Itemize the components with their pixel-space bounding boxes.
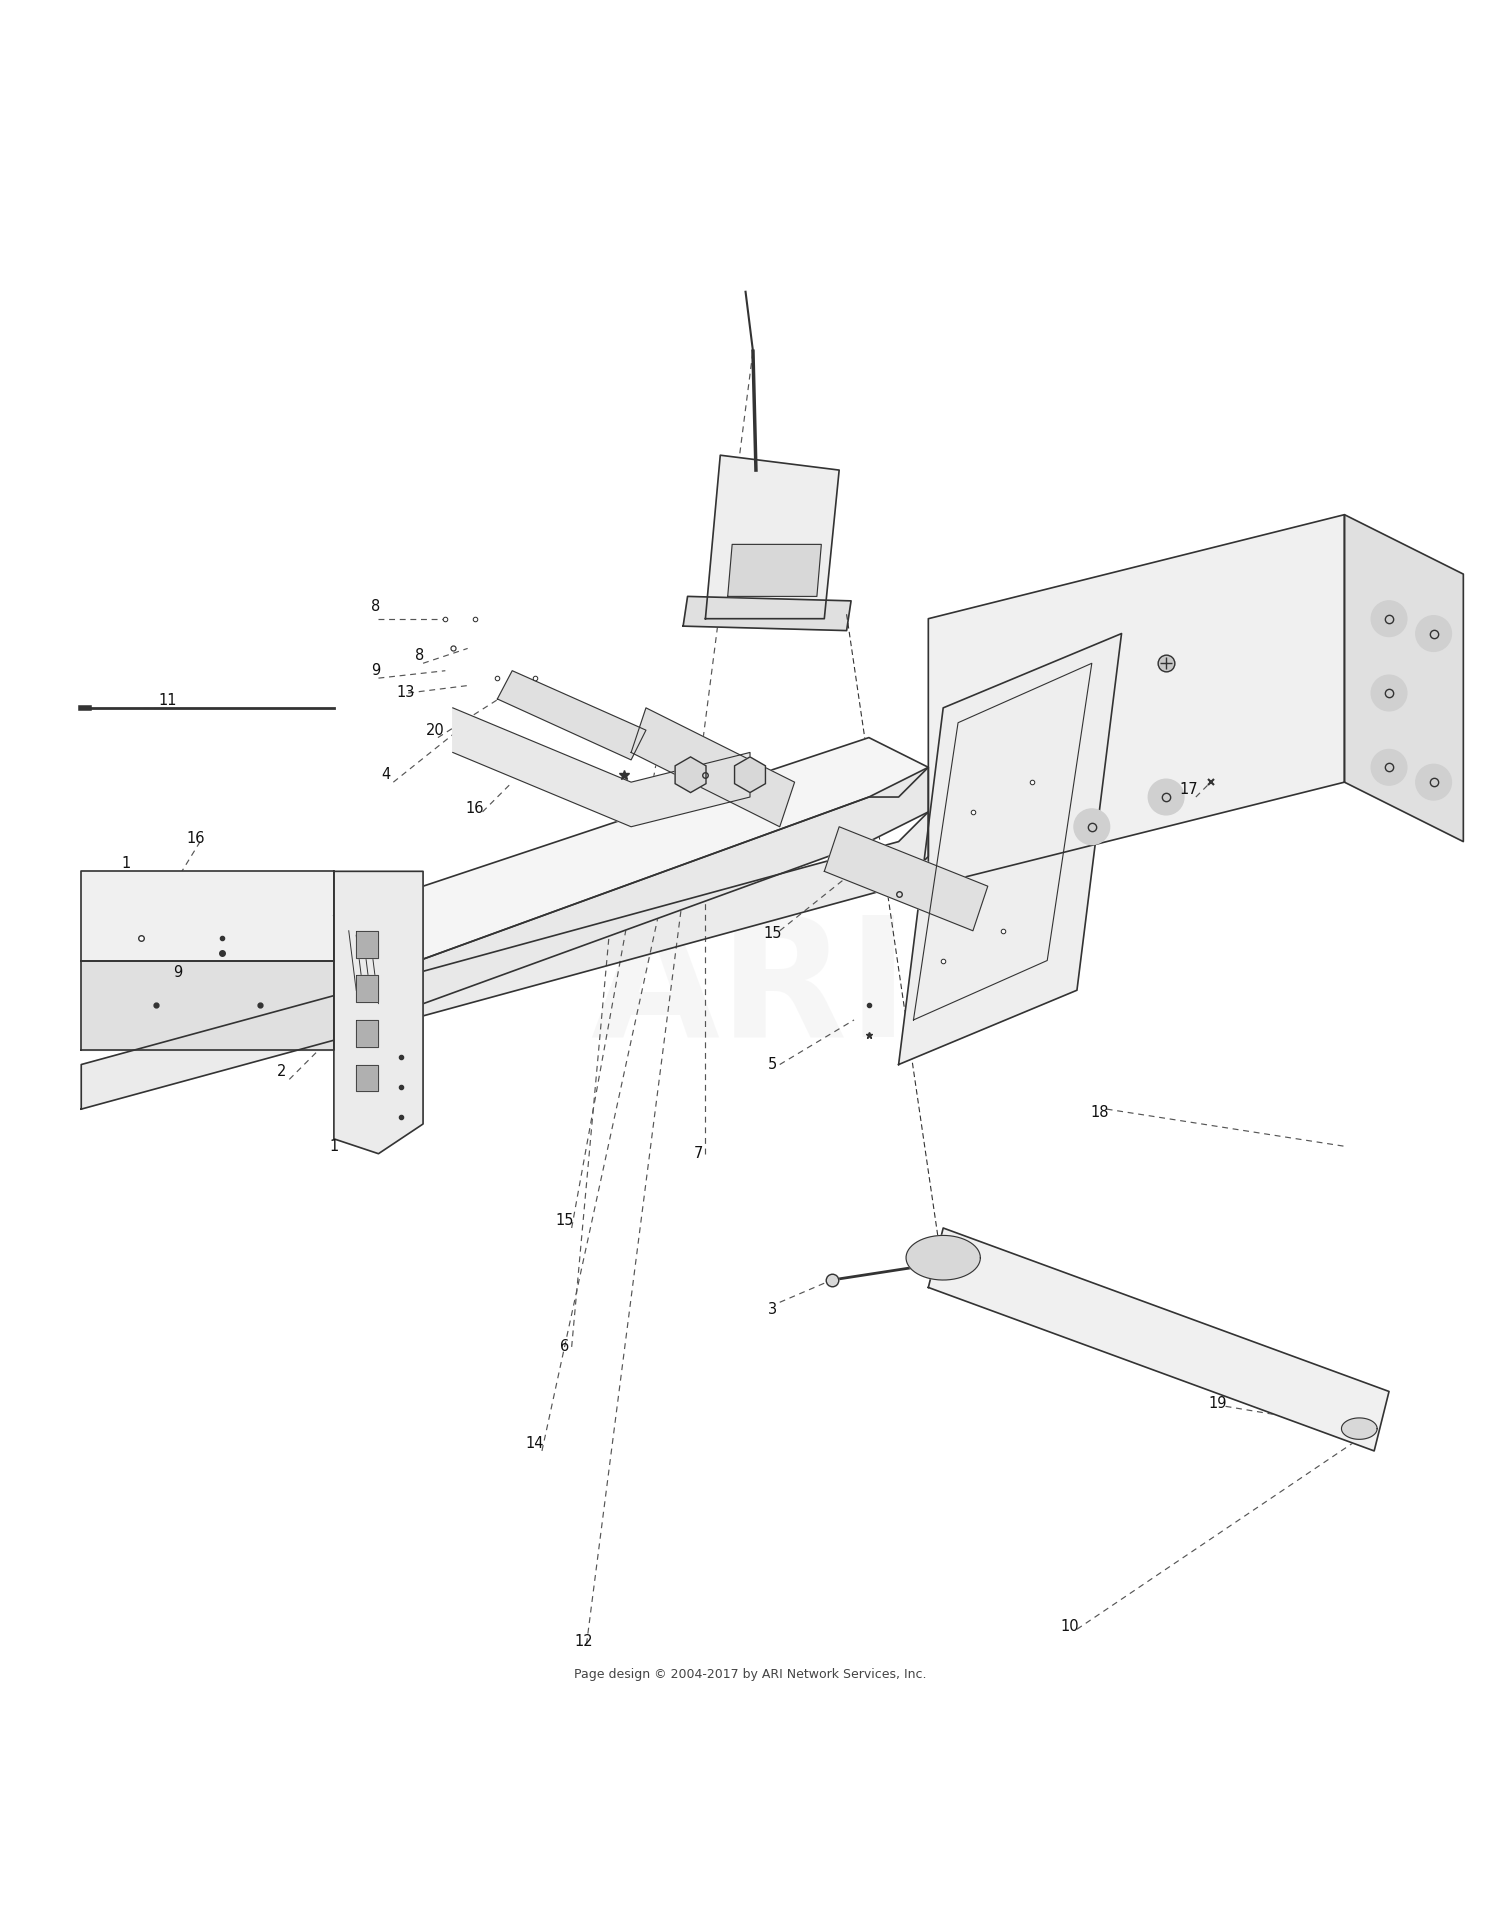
Circle shape xyxy=(1371,674,1407,711)
Text: 6: 6 xyxy=(560,1339,568,1354)
Polygon shape xyxy=(334,738,928,976)
Text: Page design © 2004-2017 by ARI Network Services, Inc.: Page design © 2004-2017 by ARI Network S… xyxy=(573,1667,926,1681)
Text: 1: 1 xyxy=(330,1139,339,1155)
Polygon shape xyxy=(898,634,1122,1064)
Polygon shape xyxy=(1344,515,1464,841)
Polygon shape xyxy=(356,932,378,957)
Polygon shape xyxy=(705,455,839,619)
Circle shape xyxy=(1416,765,1452,799)
Polygon shape xyxy=(632,707,795,826)
Text: 1: 1 xyxy=(122,857,130,872)
Polygon shape xyxy=(728,544,822,596)
Text: 18: 18 xyxy=(1090,1105,1108,1120)
Circle shape xyxy=(1074,809,1110,845)
Text: 16: 16 xyxy=(466,801,484,816)
Polygon shape xyxy=(334,872,423,1155)
Polygon shape xyxy=(928,515,1344,886)
Polygon shape xyxy=(356,976,378,1003)
Text: 5: 5 xyxy=(768,1057,777,1072)
Circle shape xyxy=(1371,749,1407,786)
Text: 20: 20 xyxy=(426,722,444,738)
Polygon shape xyxy=(356,1020,378,1047)
Text: 10: 10 xyxy=(1060,1619,1078,1633)
Polygon shape xyxy=(1341,1418,1377,1439)
Text: 12: 12 xyxy=(574,1633,592,1648)
Text: 7: 7 xyxy=(693,1147,702,1160)
Circle shape xyxy=(1416,617,1452,651)
Circle shape xyxy=(1371,601,1407,636)
Text: 9: 9 xyxy=(172,964,183,980)
Polygon shape xyxy=(928,1228,1389,1450)
Polygon shape xyxy=(825,826,989,932)
Text: 13: 13 xyxy=(396,686,414,701)
Text: 17: 17 xyxy=(1179,782,1197,797)
Text: 8: 8 xyxy=(370,599,380,615)
Text: 19: 19 xyxy=(1209,1397,1227,1410)
Text: 16: 16 xyxy=(186,832,206,845)
Polygon shape xyxy=(498,670,646,761)
Polygon shape xyxy=(81,960,334,1049)
Text: 11: 11 xyxy=(158,693,177,709)
Circle shape xyxy=(1149,780,1184,815)
Polygon shape xyxy=(453,707,750,826)
Polygon shape xyxy=(906,1235,981,1279)
Text: 9: 9 xyxy=(370,663,380,678)
Text: 3: 3 xyxy=(768,1302,777,1318)
Text: 8: 8 xyxy=(416,649,424,663)
Polygon shape xyxy=(81,813,928,1108)
Polygon shape xyxy=(334,766,928,1020)
Text: 2: 2 xyxy=(278,1064,286,1080)
Text: 4: 4 xyxy=(381,766,390,782)
Text: ARI: ARI xyxy=(591,909,909,1072)
Text: 15: 15 xyxy=(764,926,782,941)
Text: 15: 15 xyxy=(555,1212,573,1228)
Polygon shape xyxy=(682,596,850,630)
Text: 14: 14 xyxy=(525,1437,544,1450)
Polygon shape xyxy=(356,1064,378,1091)
Polygon shape xyxy=(81,872,334,960)
